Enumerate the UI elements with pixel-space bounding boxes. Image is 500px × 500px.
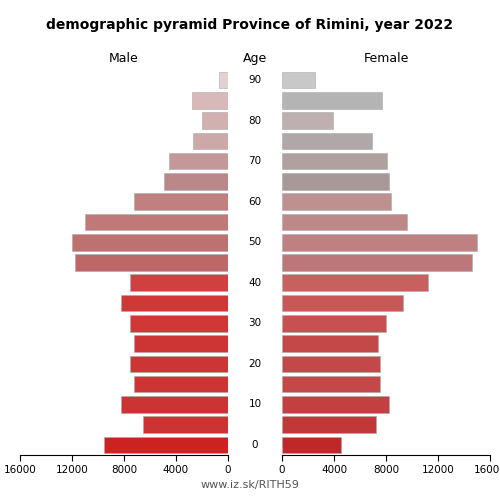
Bar bbox=[282, 72, 314, 88]
Bar bbox=[192, 92, 228, 108]
Text: www.iz.sk/RITH59: www.iz.sk/RITH59 bbox=[200, 480, 300, 490]
Bar bbox=[282, 173, 389, 190]
Bar bbox=[282, 214, 407, 230]
Bar bbox=[282, 396, 389, 412]
Bar bbox=[122, 396, 228, 412]
Bar bbox=[282, 335, 378, 352]
Text: 70: 70 bbox=[248, 156, 262, 166]
Bar bbox=[144, 416, 228, 433]
Bar bbox=[282, 254, 472, 271]
Text: 0: 0 bbox=[252, 440, 258, 450]
Bar bbox=[134, 376, 228, 392]
Bar bbox=[130, 356, 228, 372]
Bar bbox=[282, 376, 380, 392]
Bar bbox=[122, 294, 228, 312]
Text: 20: 20 bbox=[248, 359, 262, 369]
Text: Female: Female bbox=[364, 52, 408, 65]
Bar bbox=[134, 194, 228, 210]
Bar bbox=[130, 274, 228, 291]
Bar bbox=[85, 214, 228, 230]
Bar bbox=[170, 153, 228, 170]
Bar bbox=[74, 254, 228, 271]
Bar bbox=[282, 194, 391, 210]
Bar bbox=[282, 274, 428, 291]
Text: 10: 10 bbox=[248, 400, 262, 409]
Bar bbox=[282, 112, 333, 129]
Bar bbox=[193, 132, 228, 149]
Text: 40: 40 bbox=[248, 278, 262, 288]
Bar bbox=[282, 416, 376, 433]
Bar bbox=[282, 315, 386, 332]
Bar bbox=[219, 72, 228, 88]
Bar bbox=[282, 153, 388, 170]
Bar bbox=[282, 436, 341, 453]
Bar bbox=[282, 132, 372, 149]
Text: 90: 90 bbox=[248, 75, 262, 85]
Bar bbox=[202, 112, 228, 129]
Text: Age: Age bbox=[243, 52, 267, 65]
Bar bbox=[72, 234, 228, 250]
Text: 50: 50 bbox=[248, 237, 262, 247]
Text: demographic pyramid Province of Rimini, year 2022: demographic pyramid Province of Rimini, … bbox=[46, 18, 454, 32]
Bar bbox=[282, 234, 477, 250]
Bar bbox=[134, 335, 228, 352]
Bar bbox=[282, 92, 382, 108]
Text: 80: 80 bbox=[248, 116, 262, 126]
Bar bbox=[164, 173, 228, 190]
Text: 30: 30 bbox=[248, 318, 262, 328]
Text: 60: 60 bbox=[248, 196, 262, 206]
Bar bbox=[130, 315, 228, 332]
Bar bbox=[282, 294, 403, 312]
Bar bbox=[282, 356, 380, 372]
Text: Male: Male bbox=[109, 52, 139, 65]
Bar bbox=[104, 436, 228, 453]
